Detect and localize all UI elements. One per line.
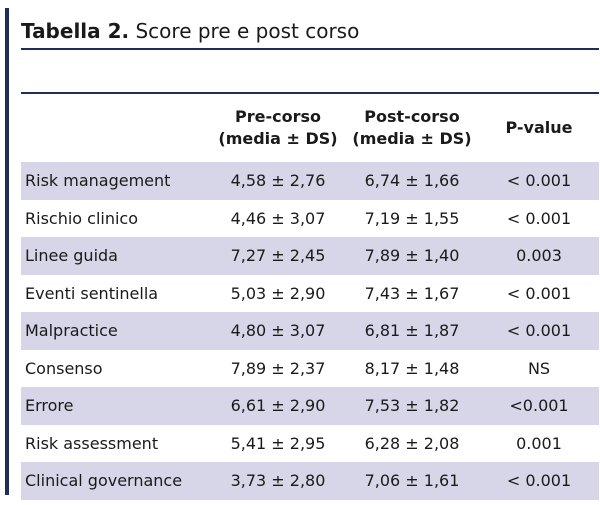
row-p-value: < 0.001 [506, 283, 572, 303]
table-row: Rischio clinico 4,46 ± 3,07 7,19 ± 1,55 < 0… [21, 200, 599, 238]
row-post-value: 6,28 ± 2,08 [364, 433, 460, 453]
row-pre-value: 3,73 ± 2,80 [211, 462, 345, 500]
row-name: Risk assessment [25, 433, 159, 453]
table-row: Clinical governance 3,73 ± 2,80 7,06 ± 1,6… [21, 462, 599, 500]
table-frame: Tabella 2. Score pre e post corso Pre-co… [5, 8, 599, 500]
table-row: Linee guida 7,27 ± 2,45 7,89 ± 1,40 0.003 [21, 237, 599, 275]
row-post-value: 6,74 ± 1,66 [345, 162, 479, 200]
table-row: Consenso 7,89 ± 2,37 8,17 ± 1,48 NS [21, 350, 599, 388]
header-post: Post-corso (media ± DS) [345, 94, 479, 162]
row-pre-value: 5,03 ± 2,90 [230, 283, 326, 303]
row-p-value: < 0.001 [479, 462, 599, 500]
row-pre-value: 7,89 ± 2,37 [230, 358, 326, 378]
table-row: Errore 6,61 ± 2,90 7,53 ± 1,82 <0.001 [21, 387, 599, 425]
header-post-line1: Post-corso [364, 107, 460, 126]
table-row: Risk management 4,58 ± 2,76 6,74 ± 1,66 < 0… [21, 162, 599, 200]
row-pre-value: 5,41 ± 2,95 [230, 433, 326, 453]
table-title-text: Score pre e post corso [135, 19, 360, 43]
row-name: Eventi sentinella [25, 283, 159, 303]
row-name: Malpractice [21, 312, 211, 350]
table-row: Eventi sentinella 5,03 ± 2,90 7,43 ± 1,67 <… [21, 275, 599, 313]
row-post-value: 8,17 ± 1,48 [364, 358, 460, 378]
row-pre-value: 4,58 ± 2,76 [211, 162, 345, 200]
row-name: Rischio clinico [25, 208, 139, 228]
row-p-value: 0.003 [479, 237, 599, 275]
header-name-col [21, 94, 211, 162]
row-name: Risk management [21, 162, 211, 200]
row-p-value: < 0.001 [506, 208, 572, 228]
row-pre-value: 4,80 ± 3,07 [211, 312, 345, 350]
row-name: Consenso [25, 358, 103, 378]
header-pre: Pre-corso (media ± DS) [211, 94, 345, 162]
row-p-value: <0.001 [479, 387, 599, 425]
header-pre-line2: (media ± DS) [218, 129, 338, 148]
header-row: Pre-corso (media ± DS) Post-corso (media… [21, 94, 599, 162]
row-post-value: 7,19 ± 1,55 [364, 208, 460, 228]
row-pre-value: 7,27 ± 2,45 [211, 237, 345, 275]
row-p-value: 0.001 [516, 433, 562, 453]
header-post-line2: (media ± DS) [352, 129, 472, 148]
title-divider [21, 48, 599, 50]
table-row: Risk assessment 5,41 ± 2,95 6,28 ± 2,08 0.0… [21, 425, 599, 463]
row-post-value: 7,89 ± 1,40 [345, 237, 479, 275]
table-body: Risk management 4,58 ± 2,76 6,74 ± 1,66 < 0… [21, 162, 599, 500]
header-pvalue: P-value [479, 94, 599, 162]
row-post-value: 7,06 ± 1,61 [345, 462, 479, 500]
score-table: Pre-corso (media ± DS) Post-corso (media… [21, 94, 599, 500]
row-post-value: 7,53 ± 1,82 [345, 387, 479, 425]
row-p-value: NS [527, 358, 551, 378]
table-row: Malpractice 4,80 ± 3,07 6,81 ± 1,87 < 0.001 [21, 312, 599, 350]
table-title: Tabella 2. Score pre e post corso [21, 18, 359, 44]
table-title-label: Tabella 2. [21, 19, 130, 43]
row-post-value: 7,43 ± 1,67 [364, 283, 460, 303]
row-p-value: < 0.001 [479, 312, 599, 350]
header-divider [21, 92, 599, 94]
row-name: Clinical governance [21, 462, 211, 500]
header-pre-line1: Pre-corso [235, 107, 321, 126]
header-pvalue-line1: P-value [505, 118, 573, 137]
row-pre-value: 6,61 ± 2,90 [211, 387, 345, 425]
row-name: Linee guida [21, 237, 211, 275]
row-post-value: 6,81 ± 1,87 [345, 312, 479, 350]
row-p-value: < 0.001 [479, 162, 599, 200]
row-name: Errore [21, 387, 211, 425]
row-pre-value: 4,46 ± 3,07 [230, 208, 326, 228]
